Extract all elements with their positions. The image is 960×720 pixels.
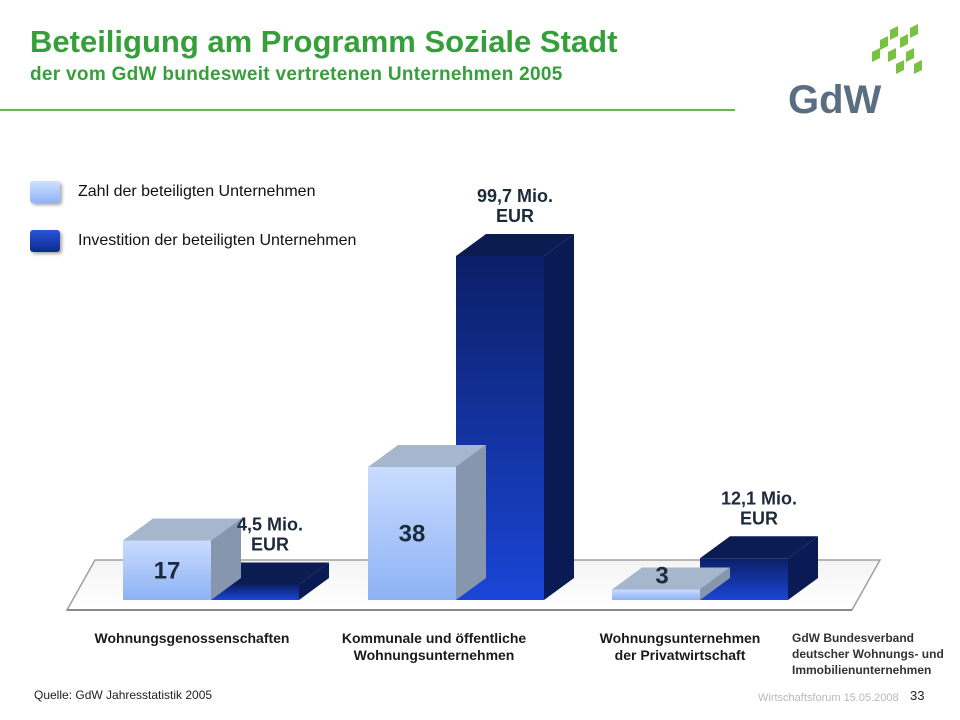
data-label-investment-0-line-2: EUR xyxy=(251,534,289,554)
data-label-count-0: 17 xyxy=(154,557,181,584)
bar-count-2-front xyxy=(612,589,700,600)
bar-count-2-top xyxy=(612,567,730,590)
category-label-0-line-1: Wohnungsgenossenschaften xyxy=(94,630,290,646)
page-number: 33 xyxy=(910,688,925,703)
bar-count-0-front xyxy=(123,540,211,600)
footer-event: Wirtschaftsforum 15.05.2008 xyxy=(758,692,899,704)
category-label-1: Kommunale und öffentliche Wohnungsuntern… xyxy=(322,630,546,664)
category-label-2: Wohnungsunternehmen der Privatwirtschaft xyxy=(578,630,782,664)
gdw-logo-icon xyxy=(872,24,922,74)
bar-investment-1-top xyxy=(456,234,574,257)
bar-count-0-side xyxy=(211,518,241,600)
legend-label-investment: Investition der beteiligten Unternehmen xyxy=(78,232,357,249)
data-label-investment-2-line-2: EUR xyxy=(740,508,778,528)
organization-line-2: deutscher Wohnungs- und xyxy=(792,647,944,661)
slide-subtitle: der vom GdW bundesweit vertretenen Unter… xyxy=(30,64,563,85)
bar-investment-0-side xyxy=(299,562,329,600)
legend-swatch-dark xyxy=(30,230,60,252)
title-divider xyxy=(0,109,735,111)
organization-name: GdW Bundesverband deutscher Wohnungs- un… xyxy=(792,630,952,678)
bar-count-2-side xyxy=(700,567,730,600)
category-label-2-line-2: der Privatwirtschaft xyxy=(614,647,746,663)
legend-item-investment: Investition der beteiligten Unternehmen xyxy=(30,230,356,252)
data-label-count-2: 3 xyxy=(655,563,668,590)
data-label-investment-1-line-2: EUR xyxy=(496,206,534,226)
data-label-investment-2-line-1: 12,1 Mio. xyxy=(721,488,797,508)
slide-title: Beteiligung am Programm Soziale Stadt xyxy=(30,24,618,59)
bar-count-1-side xyxy=(456,445,486,600)
category-label-1-line-2: Wohnungsunternehmen xyxy=(353,647,515,663)
data-label-investment-1-line-1: 99,7 Mio. xyxy=(477,186,553,206)
gdw-logo-text: GdW xyxy=(788,78,882,122)
category-label-1-line-1: Kommunale und öffentliche xyxy=(341,630,527,646)
legend-label-count: Zahl der beteiligten Unternehmen xyxy=(78,183,316,200)
data-label-count-1: 38 xyxy=(399,521,426,548)
organization-line-3: Immobilienunternehmen xyxy=(792,663,932,677)
bar-investment-0-front xyxy=(211,584,299,600)
bar-investment-1-side xyxy=(544,234,574,600)
bar-investment-2-side xyxy=(788,536,818,600)
category-label-2-line-1: Wohnungsunternehmen xyxy=(599,630,761,646)
bar-investment-2-top xyxy=(700,536,818,559)
bar-count-0-top xyxy=(123,518,241,541)
category-label-0: Wohnungsgenossenschaften xyxy=(64,630,320,647)
source-note: Quelle: GdW Jahresstatistik 2005 xyxy=(34,688,213,702)
data-label-investment-0-line-1: 4,5 Mio. xyxy=(237,514,303,534)
legend-item-count: Zahl der beteiligten Unternehmen xyxy=(30,181,315,203)
legend-swatch-light xyxy=(30,181,60,203)
bar-count-1-top xyxy=(368,445,486,467)
bar-count-1-front xyxy=(368,467,456,600)
organization-line-1: GdW Bundesverband xyxy=(792,631,915,645)
